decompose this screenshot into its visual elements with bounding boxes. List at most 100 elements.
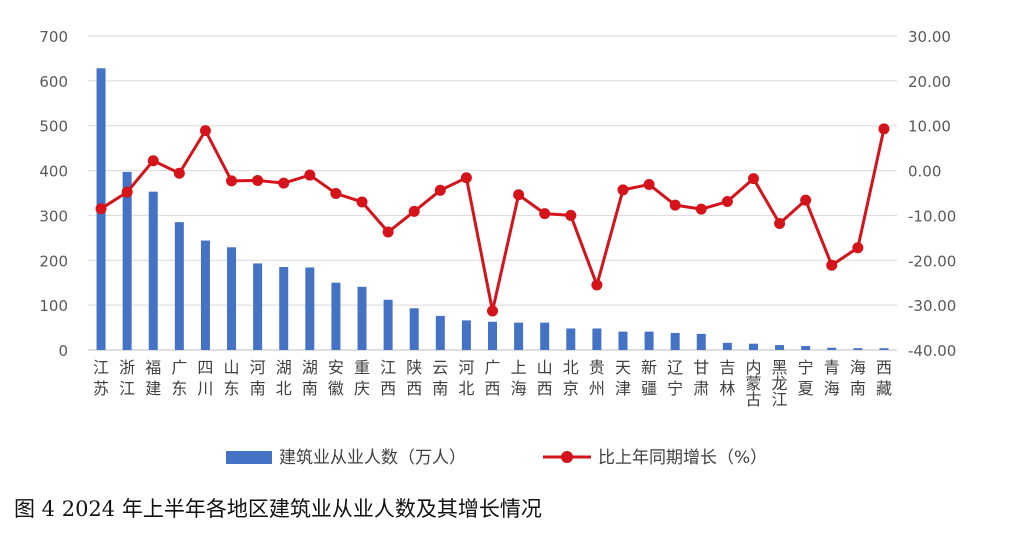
- combo-chart: 0 100 200 300 400 500 600 700 -40.00 -30.00 -20.0…: [39, 28, 956, 468]
- line-point: [487, 305, 498, 317]
- gridlines: [88, 35, 897, 351]
- line-point: [643, 178, 655, 190]
- line-point: [95, 203, 107, 215]
- line-point: [878, 123, 890, 135]
- category-label: 河北: [458, 358, 474, 398]
- category-label: 湖北: [276, 358, 292, 398]
- bar: [879, 348, 889, 350]
- line-point: [460, 172, 472, 184]
- bar: [827, 347, 837, 350]
- bar: [801, 345, 811, 350]
- bar: [775, 345, 785, 350]
- line-point: [330, 187, 342, 199]
- line-point: [147, 155, 159, 167]
- bar: [331, 282, 341, 350]
- bar: [566, 328, 576, 350]
- bar: [435, 315, 445, 350]
- category-label: 浙江: [119, 358, 135, 398]
- category-label: 宁夏: [798, 358, 814, 398]
- bar: [644, 331, 654, 350]
- chart-svg: 0 100 200 300 400 500 600 700 -40.00 -30.00 -20.0…: [39, 28, 956, 468]
- left-tick-label: 200: [39, 252, 68, 270]
- line-point: [591, 279, 603, 291]
- line-point: [513, 189, 525, 201]
- category-label: 湖南: [302, 358, 318, 398]
- category-label: 青海: [824, 358, 840, 398]
- line-point: [226, 175, 238, 187]
- bar: [409, 308, 419, 350]
- line-point: [408, 205, 420, 217]
- left-tick-label: 700: [39, 28, 68, 46]
- category-label: 四川: [197, 358, 213, 398]
- category-label: 新疆: [641, 358, 657, 398]
- line-point: [278, 177, 290, 189]
- bar: [461, 320, 471, 350]
- category-label: 山西: [537, 358, 553, 398]
- right-tick-label: 0.00: [908, 163, 941, 181]
- bar: [383, 299, 393, 350]
- bar: [227, 247, 237, 350]
- right-tick-label: -20.00: [908, 252, 956, 270]
- category-label: 云南: [432, 358, 448, 398]
- bar: [357, 286, 367, 350]
- line-point: [826, 259, 838, 271]
- left-tick-label: 500: [39, 118, 68, 136]
- figure-caption: 图 4 2024 年上半年各地区建筑业从业人数及其增长情况: [14, 497, 542, 521]
- legend-bar-swatch: [226, 451, 272, 464]
- left-tick-label: 100: [39, 297, 68, 315]
- category-label: 陕西: [406, 358, 422, 398]
- line-point: [747, 173, 759, 185]
- category-label: 河南: [250, 358, 266, 398]
- category-label: 上海: [511, 358, 527, 398]
- bar: [670, 332, 680, 350]
- bar: [305, 267, 315, 350]
- bar-series: [96, 68, 889, 350]
- category-label: 天津: [615, 358, 631, 398]
- right-tick-label: 30.00: [908, 28, 951, 46]
- bar: [200, 240, 210, 350]
- category-label: 广西: [484, 358, 500, 398]
- line-point: [774, 218, 786, 230]
- category-label: 福建: [145, 358, 161, 398]
- category-label: 黑龙江: [772, 358, 788, 409]
- legend-line-marker: [561, 451, 573, 463]
- right-axis-ticks: -40.00 -30.00 -20.00 -10.00 0.00 10.00 20.00 30…: [908, 28, 956, 360]
- bar: [174, 222, 184, 350]
- bar: [488, 321, 497, 350]
- bar: [148, 191, 158, 350]
- line-point: [721, 196, 733, 208]
- bar: [853, 348, 863, 350]
- right-tick-label: 10.00: [908, 118, 951, 136]
- line-point: [434, 184, 446, 196]
- bar: [514, 322, 524, 350]
- category-label: 北京: [563, 358, 579, 398]
- category-label: 贵州: [589, 358, 605, 398]
- line-point: [565, 209, 577, 221]
- category-label: 西藏: [876, 358, 892, 398]
- line-point: [121, 186, 133, 198]
- bar: [618, 331, 628, 350]
- category-label: 海南: [850, 358, 866, 398]
- bar: [122, 171, 132, 350]
- line-point: [304, 169, 316, 181]
- line-point: [617, 184, 629, 196]
- category-label: 内蒙古: [745, 358, 761, 409]
- right-tick-label: -30.00: [908, 297, 956, 315]
- category-label: 江西: [380, 358, 396, 398]
- line-point: [356, 196, 368, 208]
- left-tick-label: 400: [39, 163, 68, 181]
- category-label: 重庆: [354, 358, 370, 398]
- legend: 建筑业从业人数（万人） 比上年同期增长（%）: [226, 448, 767, 468]
- bar: [748, 343, 758, 350]
- bar: [253, 263, 263, 350]
- category-label: 甘肃: [693, 358, 709, 398]
- line-series: [95, 123, 890, 317]
- right-tick-label: -40.00: [908, 342, 956, 360]
- left-tick-label: 0: [58, 342, 68, 360]
- left-axis-ticks: 0 100 200 300 400 500 600 700: [39, 28, 68, 360]
- line-point: [539, 208, 551, 220]
- line-point: [695, 203, 707, 215]
- line-point: [669, 199, 681, 211]
- series-line: [100, 128, 886, 313]
- right-tick-label: -10.00: [908, 207, 956, 225]
